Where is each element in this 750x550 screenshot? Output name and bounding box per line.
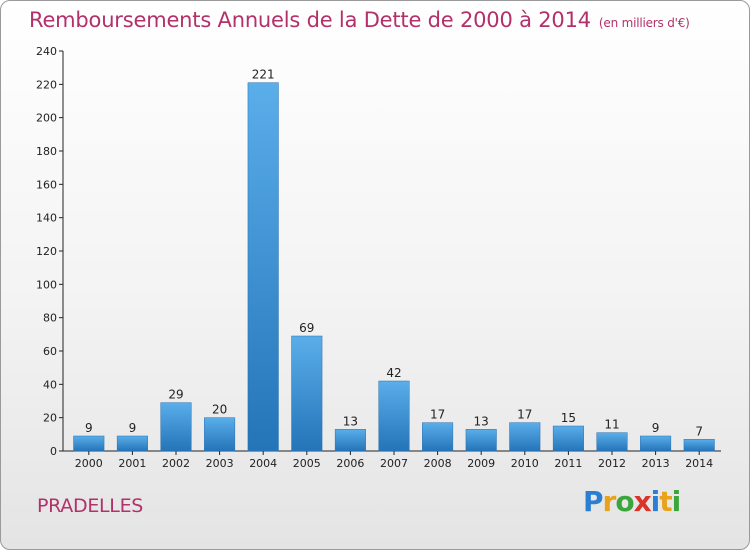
x-tick-label-2011: 2011: [554, 457, 582, 470]
logo-letter: x: [633, 485, 652, 518]
x-tick-label-2000: 2000: [75, 457, 103, 470]
x-tick-label-2008: 2008: [424, 457, 452, 470]
value-label-2006: 13: [343, 414, 358, 428]
bar-2014: [683, 439, 715, 452]
y-tick-label: 100: [36, 278, 57, 291]
bar-2001: [116, 435, 148, 452]
x-tick-label-2014: 2014: [685, 457, 713, 470]
y-tick-label: 180: [36, 145, 57, 158]
value-label-2005: 69: [299, 321, 314, 335]
bar-2012: [596, 432, 628, 452]
chart-title-text: Remboursements Annuels de la Dette de 20…: [29, 8, 591, 32]
y-tick-label: 240: [36, 45, 57, 58]
chart-subtitle: (en milliers d'€): [598, 16, 690, 30]
logo-letter: t: [659, 485, 672, 518]
x-tick-label-2001: 2001: [118, 457, 146, 470]
x-tick-label-2003: 2003: [206, 457, 234, 470]
y-tick-label: 60: [43, 345, 57, 358]
bar-2009: [465, 429, 497, 452]
x-tick-label-2006: 2006: [336, 457, 364, 470]
y-tick-label: 140: [36, 212, 57, 225]
bar-2010: [509, 422, 541, 452]
x-tick-label-2007: 2007: [380, 457, 408, 470]
x-tick-label-2004: 2004: [249, 457, 277, 470]
value-label-2007: 42: [386, 366, 401, 380]
y-tick-label: 120: [36, 245, 57, 258]
value-label-2013: 9: [652, 421, 660, 435]
x-tick-label-2013: 2013: [642, 457, 670, 470]
value-label-2000: 9: [85, 421, 93, 435]
bar-2004: [247, 82, 279, 452]
y-tick-label: 220: [36, 78, 57, 91]
value-label-2012: 11: [604, 418, 619, 432]
bar-2005: [291, 335, 323, 452]
value-label-2004: 221: [252, 68, 275, 82]
value-label-2002: 29: [168, 388, 183, 402]
commune-name: PRADELLES: [37, 495, 144, 517]
x-tick-label-2012: 2012: [598, 457, 626, 470]
logo-letter: r: [602, 485, 617, 518]
y-tick-label: 0: [50, 445, 57, 458]
y-tick-label: 40: [43, 378, 57, 391]
value-label-2010: 17: [517, 408, 532, 422]
bar-2000: [73, 435, 105, 452]
x-tick-label-2005: 2005: [293, 457, 321, 470]
bar-2006: [334, 429, 366, 452]
bar-2003: [204, 417, 236, 452]
chart-title: Remboursements Annuels de la Dette de 20…: [29, 8, 690, 32]
logo-letter: i: [671, 485, 682, 518]
x-tick-label-2010: 2010: [511, 457, 539, 470]
value-label-2009: 13: [474, 414, 489, 428]
x-tick-label-2009: 2009: [467, 457, 495, 470]
x-tick-label-2002: 2002: [162, 457, 190, 470]
bar-2013: [640, 435, 672, 452]
value-label-2001: 9: [129, 421, 137, 435]
y-tick-label: 200: [36, 112, 57, 125]
value-label-2003: 20: [212, 403, 227, 417]
bar-2007: [378, 380, 410, 452]
value-label-2011: 15: [561, 411, 576, 425]
proxiti-logo: Proxiti: [583, 485, 682, 518]
y-tick-label: 80: [43, 312, 57, 325]
logo-letter: o: [615, 485, 634, 518]
y-tick-label: 20: [43, 412, 57, 425]
bars: 9 9 29 20 221 69 13 42 17 13 17 15 11 9 7: [73, 68, 715, 452]
logo-letter: i: [650, 485, 661, 518]
bar-2011: [552, 425, 584, 452]
bar-2008: [422, 422, 454, 452]
bar-2002: [160, 402, 192, 452]
y-tick-label: 160: [36, 178, 57, 191]
logo-letter: P: [583, 485, 604, 518]
value-label-2008: 17: [430, 408, 445, 422]
value-label-2014: 7: [695, 424, 703, 438]
